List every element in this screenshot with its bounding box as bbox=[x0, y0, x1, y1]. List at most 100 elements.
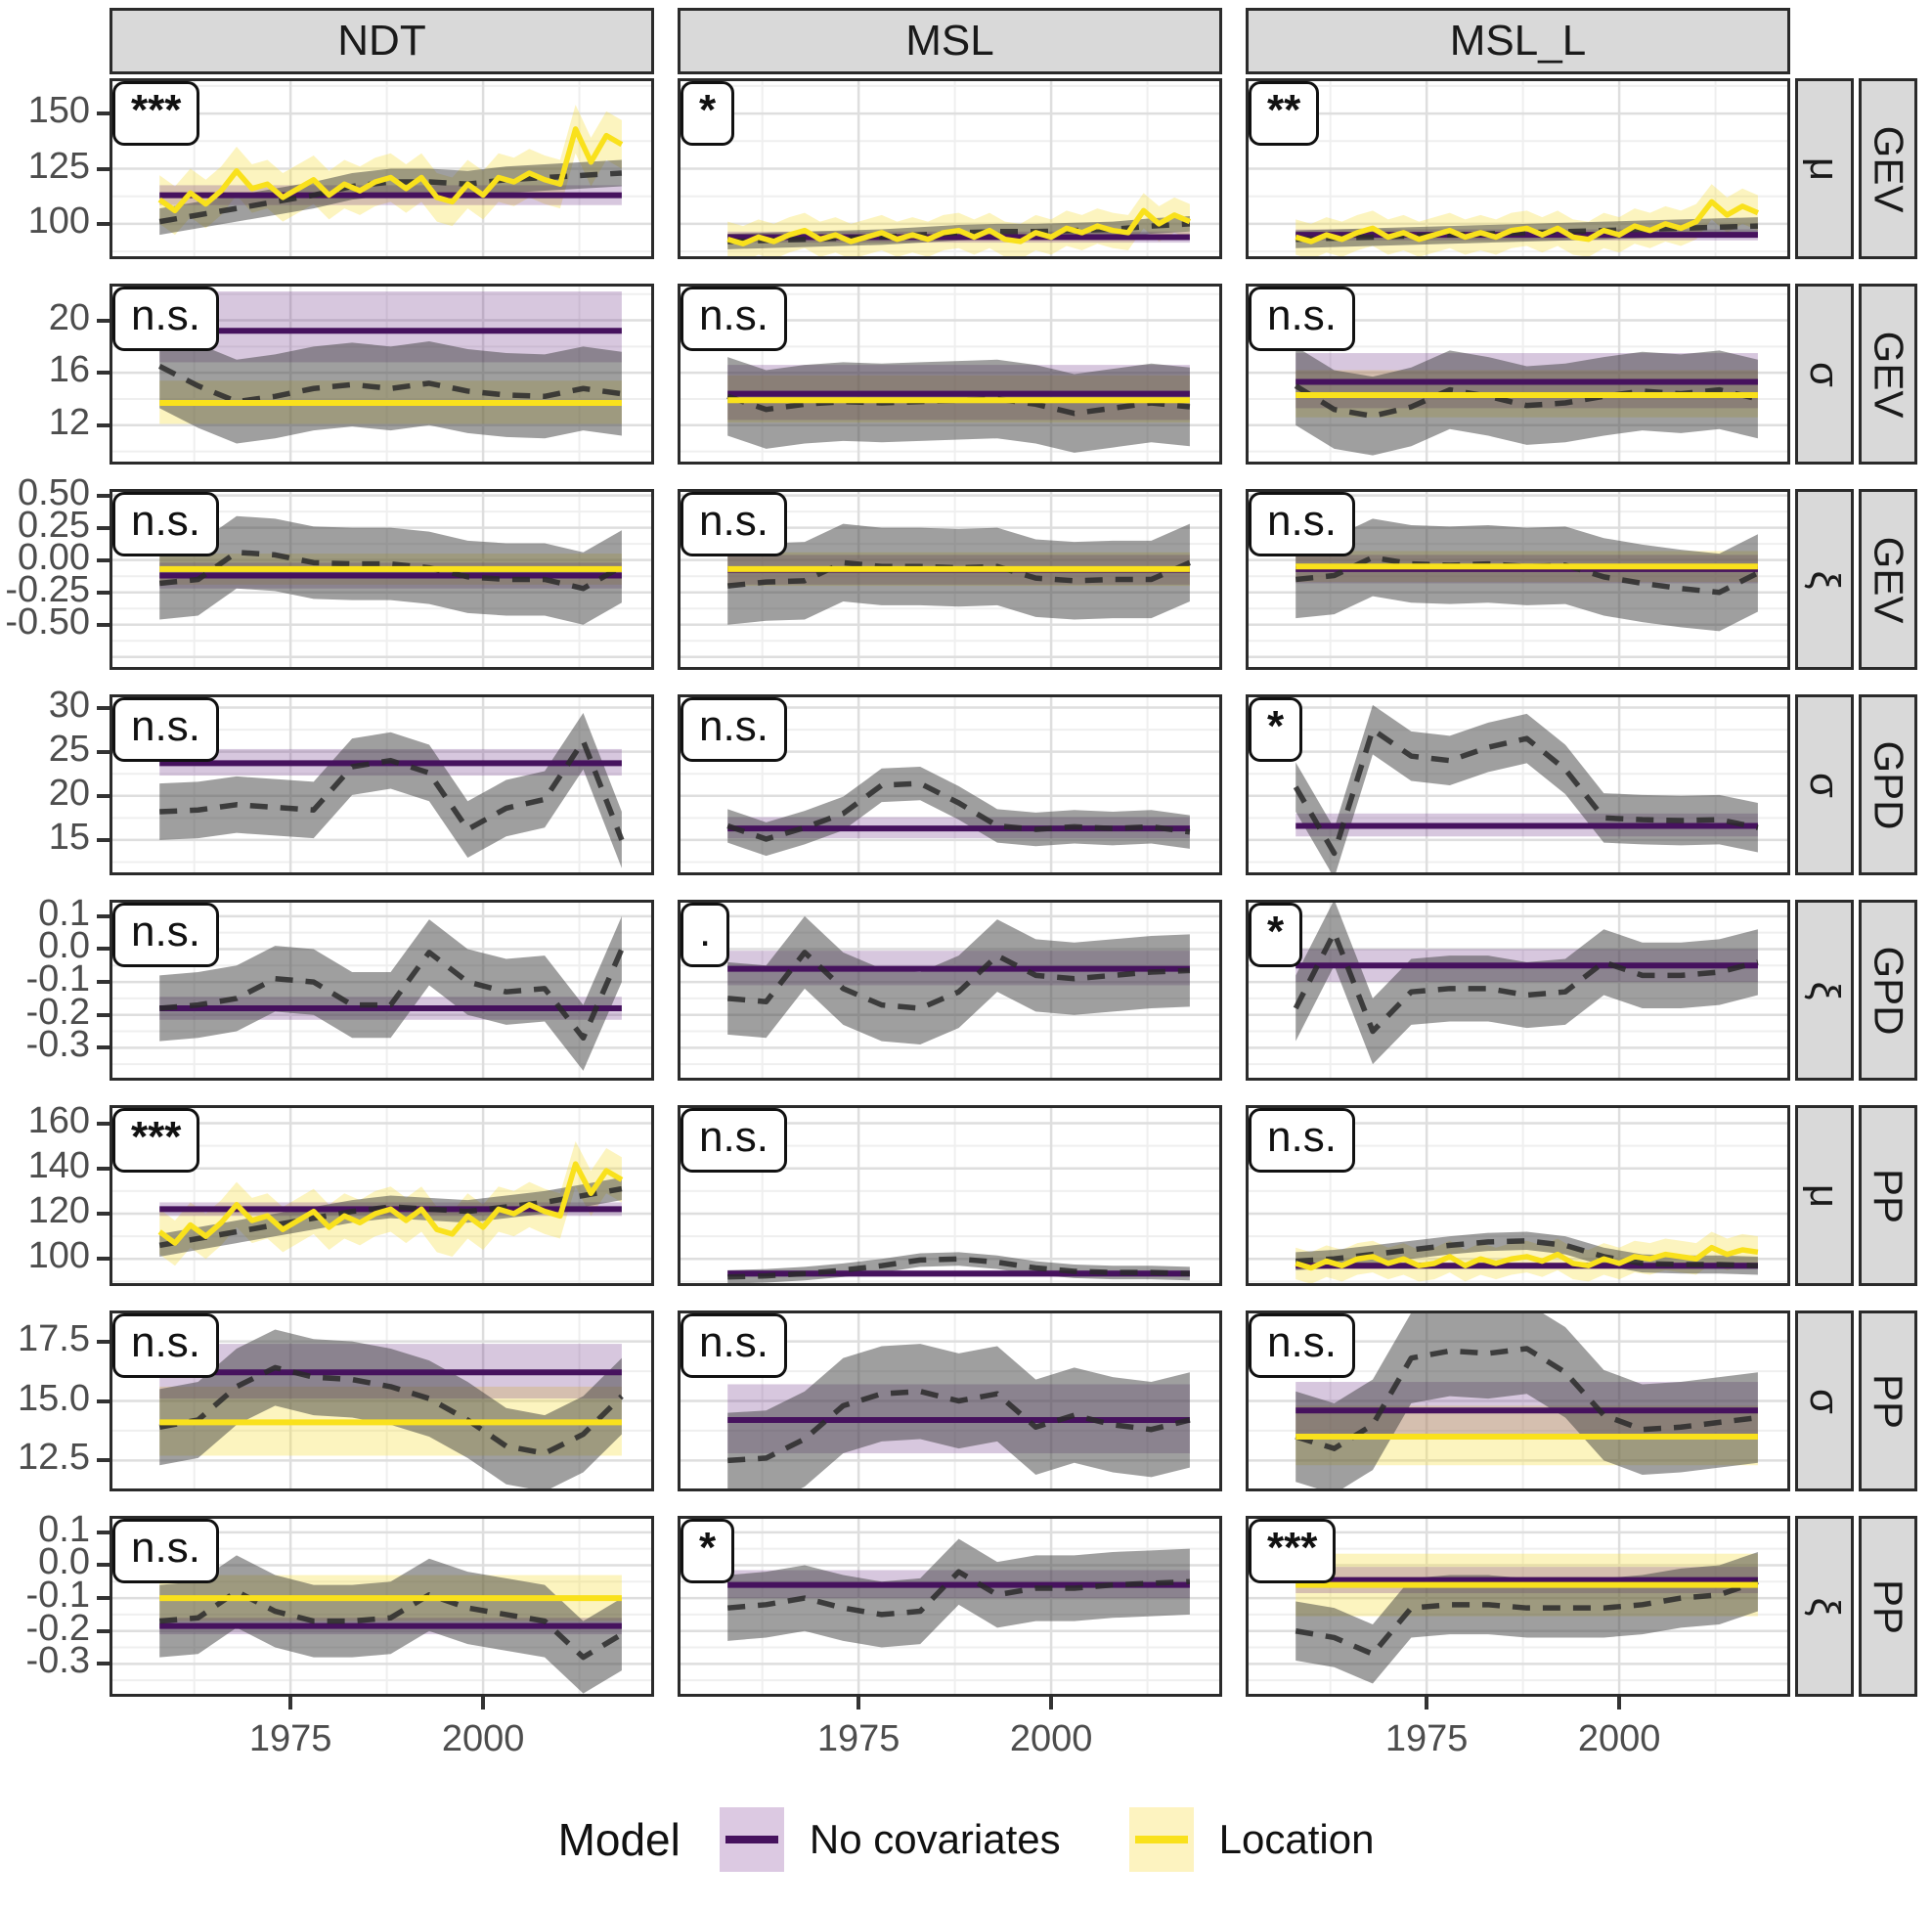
legend-item-no-covariates: No covariates bbox=[719, 1807, 1061, 1872]
significance-badge: n.s. bbox=[112, 697, 219, 762]
y-tick-label: 125 bbox=[27, 145, 90, 187]
facet-row-strip-param-xi: ξ bbox=[1795, 900, 1854, 1081]
y-tick-mark bbox=[97, 1628, 110, 1633]
significance-badge: n.s. bbox=[681, 697, 787, 762]
window-dashed-line bbox=[727, 221, 1191, 244]
y-tick-mark bbox=[97, 1563, 110, 1568]
facet-family-label: GEV bbox=[1866, 125, 1912, 212]
legend-item-label: Location bbox=[1218, 1816, 1375, 1862]
y-tick-mark bbox=[97, 493, 110, 498]
significance-badge: *** bbox=[1249, 1519, 1337, 1583]
significance-badge: * bbox=[681, 81, 735, 146]
y-tick-label: 140 bbox=[27, 1144, 90, 1186]
y-tick-label: 12.5 bbox=[18, 1437, 90, 1479]
panel-border bbox=[678, 694, 1222, 875]
y-tick-mark bbox=[97, 705, 110, 710]
panel-gev-mu-msl bbox=[678, 78, 1222, 259]
y-tick-label: 20 bbox=[48, 772, 90, 814]
significance-badge: n.s. bbox=[681, 287, 787, 351]
significance-badge: * bbox=[1249, 903, 1303, 967]
window-dashed-line bbox=[158, 1588, 624, 1661]
window-dashed-line bbox=[158, 550, 624, 592]
location-line bbox=[726, 207, 1191, 246]
facet-row-strip-family-pp: PP bbox=[1859, 1516, 1917, 1697]
facet-row-strip-param-mu: μ bbox=[1795, 1105, 1854, 1286]
significance-badge: n.s. bbox=[681, 1108, 787, 1173]
y-tick-label: -0.2 bbox=[25, 1607, 90, 1649]
x-tick-label: 2000 bbox=[1577, 1718, 1661, 1759]
y-tick-label: 16 bbox=[48, 349, 90, 391]
window-ribbon bbox=[159, 712, 622, 868]
facet-column-strip-msl: MSL bbox=[678, 8, 1222, 74]
y-tick-label: 12 bbox=[48, 401, 90, 443]
x-tick-label: 2000 bbox=[441, 1718, 525, 1759]
y-tick-mark bbox=[97, 1662, 110, 1666]
facet-row-strip-param-mu: μ bbox=[1795, 78, 1854, 259]
legend-item-label: No covariates bbox=[809, 1816, 1061, 1862]
significance-badge: . bbox=[681, 903, 730, 967]
y-tick-mark bbox=[97, 1339, 110, 1344]
legend-key-line bbox=[724, 1836, 778, 1843]
panel-border bbox=[1246, 1516, 1790, 1697]
legend-key-swatch bbox=[1128, 1807, 1194, 1872]
panel-border bbox=[1246, 78, 1790, 259]
y-tick-mark bbox=[97, 749, 110, 754]
legend-title: Model bbox=[557, 1814, 681, 1865]
y-tick-label: 0.0 bbox=[38, 1541, 90, 1583]
location-line bbox=[157, 126, 624, 214]
y-tick-mark bbox=[97, 1166, 110, 1171]
panel-gpd-sigma-msl bbox=[678, 694, 1222, 875]
facet-family-label: GPD bbox=[1866, 945, 1912, 1036]
y-tick-mark bbox=[97, 1045, 110, 1050]
panel-border bbox=[678, 1105, 1222, 1286]
window-ribbon bbox=[1295, 900, 1758, 1065]
facet-family-label: PP bbox=[1866, 1578, 1911, 1634]
y-tick-mark bbox=[97, 371, 110, 376]
panel-border bbox=[1246, 1310, 1790, 1491]
panel-border bbox=[678, 1516, 1222, 1697]
window-dashed-line bbox=[158, 1185, 623, 1249]
significance-badge: n.s. bbox=[112, 1313, 219, 1378]
y-tick-label: 15 bbox=[48, 816, 90, 858]
facet-row-strip-param-xi: ξ bbox=[1795, 1516, 1854, 1697]
x-tick-mark bbox=[1049, 1697, 1054, 1709]
y-tick-mark bbox=[97, 1530, 110, 1534]
y-tick-label: -0.3 bbox=[25, 1640, 90, 1682]
panel-gpd-xi-msl-l bbox=[1246, 900, 1790, 1081]
y-tick-mark bbox=[97, 913, 110, 918]
significance-badge: n.s. bbox=[112, 492, 219, 556]
panel-border bbox=[1246, 489, 1790, 670]
facet-row-strip-param-xi: ξ bbox=[1795, 489, 1854, 670]
panel-pp-mu-ndt bbox=[110, 1105, 654, 1286]
y-tick-label: -0.25 bbox=[5, 568, 90, 610]
legend-key-line bbox=[1134, 1836, 1188, 1843]
facet-column-strip-ndt: NDT bbox=[110, 8, 654, 74]
significance-badge: n.s. bbox=[681, 1313, 787, 1378]
facet-row-strip-family-gev: GEV bbox=[1859, 284, 1917, 465]
facet-param-label: μ bbox=[1801, 1183, 1848, 1208]
window-dashed-line bbox=[726, 950, 1191, 1011]
y-tick-label: -0.1 bbox=[25, 1575, 90, 1617]
y-tick-label: 150 bbox=[27, 90, 90, 132]
facet-row-strip-family-gev: GEV bbox=[1859, 489, 1917, 670]
significance-badge: * bbox=[681, 1519, 735, 1583]
window-dashed-line bbox=[158, 170, 623, 225]
y-tick-label: -0.3 bbox=[25, 1024, 90, 1066]
window-ribbon bbox=[727, 767, 1190, 857]
facet-family-label: GPD bbox=[1866, 739, 1912, 830]
window-ribbon bbox=[159, 915, 622, 1071]
panel-gev-mu-ndt bbox=[110, 78, 654, 259]
window-dashed-line bbox=[727, 1256, 1190, 1280]
panel-pp-xi-msl bbox=[678, 1516, 1222, 1697]
x-tick-label: 1975 bbox=[816, 1718, 900, 1759]
y-tick-mark bbox=[97, 1398, 110, 1403]
y-tick-mark bbox=[97, 837, 110, 842]
y-tick-label: 100 bbox=[27, 200, 90, 242]
window-dashed-line bbox=[726, 1569, 1191, 1618]
y-tick-label: 15.0 bbox=[18, 1377, 90, 1419]
facet-param-label: ξ bbox=[1802, 981, 1848, 999]
window-ribbon bbox=[1295, 346, 1758, 456]
window-ribbon bbox=[727, 357, 1190, 453]
panel-border bbox=[110, 78, 654, 259]
facet-param-label: σ bbox=[1801, 772, 1848, 798]
